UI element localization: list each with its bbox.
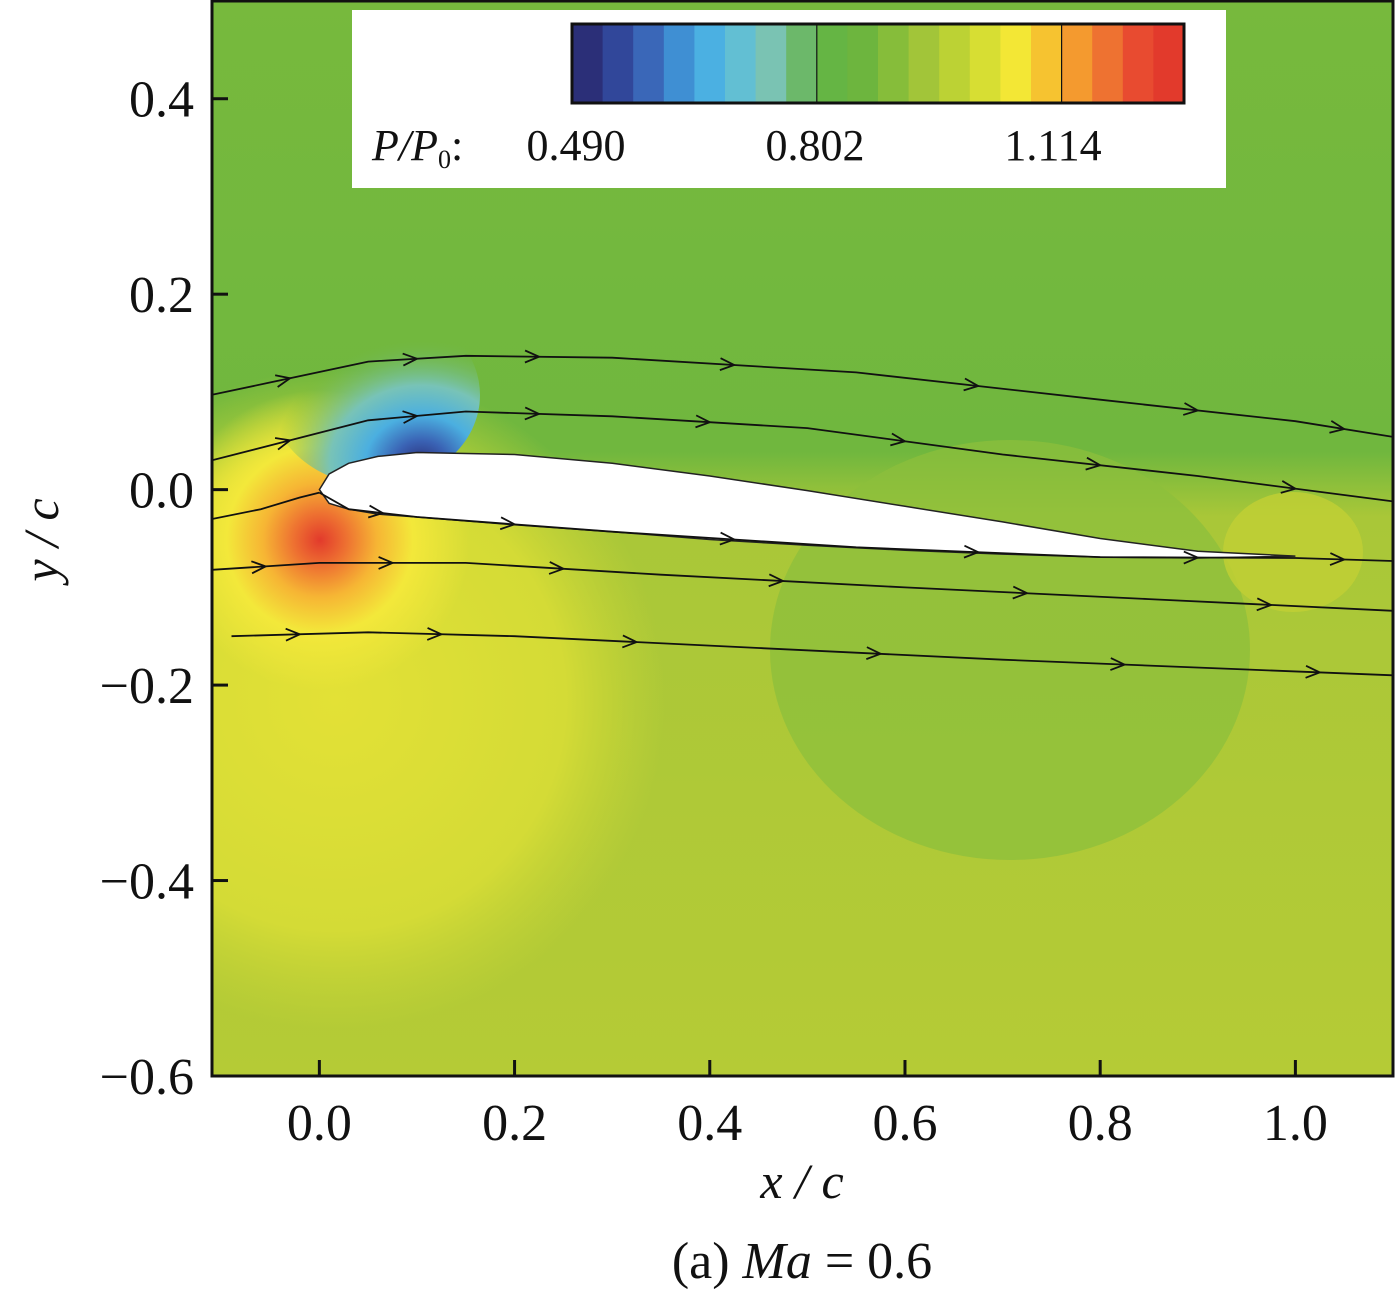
x-axis-label: x / c: [759, 1153, 843, 1209]
colorbar-tick-mid: 0.802: [766, 121, 865, 170]
streamline-arrow: [768, 573, 786, 588]
streamline-arrow: [274, 374, 293, 388]
trailing-edge-zone: [1223, 492, 1363, 612]
colorbar-band: [633, 24, 665, 103]
streamline-5: [212, 562, 1393, 612]
x-tick-label: 1.0: [1263, 1095, 1328, 1152]
colorbar-band: [878, 24, 910, 103]
streamline-arrow: [866, 646, 883, 660]
x-tick-label: 0.2: [482, 1095, 547, 1152]
colorbar-band: [786, 24, 818, 103]
streamline-arrow: [963, 377, 981, 392]
streamline-arrow: [367, 504, 386, 519]
streamline-arrow: [402, 352, 420, 367]
streamline-arrow: [548, 561, 566, 575]
colorbar-band: [1031, 24, 1063, 103]
streamline-arrow: [890, 432, 908, 447]
streamline-arrow: [524, 349, 542, 364]
x-axis-ticks: 0.0 0.2 0.4 0.6 0.8 1.0: [287, 1060, 1328, 1152]
streamline-arrow: [378, 556, 395, 570]
colorbar-title-main: P/P: [371, 121, 438, 170]
streamline-arrow: [1085, 456, 1103, 471]
colorbar-band: [755, 24, 787, 103]
streamline-arrow: [1329, 552, 1347, 566]
y-tick-label: 0.4: [129, 72, 194, 129]
streamline-arrow: [524, 406, 542, 421]
colorbar-band: [725, 24, 757, 103]
streamline-arrow: [695, 414, 713, 429]
colorbar-tick-min: 0.490: [527, 121, 626, 170]
y-tick-label: −0.2: [100, 658, 194, 715]
streamline-arrow: [719, 357, 737, 372]
colorbar-band: [1061, 24, 1093, 103]
streamline-arrow: [622, 634, 639, 649]
colorbar-band: [1092, 24, 1124, 103]
x-tick-label: 0.4: [677, 1095, 742, 1152]
colorbar-band: [939, 24, 971, 103]
colorbar-legend: P/P0: 0.490 0.802 1.114: [352, 10, 1226, 188]
caption-mach-value: = 0.6: [812, 1233, 932, 1290]
caption-mach-symbol: Ma: [742, 1233, 812, 1290]
suction-peak-zone: [270, 305, 480, 485]
colorbar-band: [572, 24, 604, 103]
streamline-arrow: [1183, 550, 1201, 565]
streamline-arrow: [1182, 402, 1201, 416]
streamline-arrow: [963, 544, 981, 559]
colorbar-band: [908, 24, 940, 103]
streamline-arrow: [426, 627, 444, 641]
streamline-3: [212, 491, 320, 520]
x-tick-label: 0.0: [287, 1095, 352, 1152]
colorbar-tick-max: 1.114: [1004, 121, 1101, 170]
streamline-arrow: [1329, 420, 1347, 434]
streamline-arrow: [1012, 585, 1030, 600]
x-tick-label: 0.6: [872, 1095, 937, 1152]
colorbar-band: [847, 24, 879, 103]
streamline-arrow: [1256, 597, 1274, 612]
colorbar-band: [694, 24, 726, 103]
x-tick-label: 0.8: [1068, 1095, 1133, 1152]
caption-prefix: (a): [672, 1233, 743, 1290]
streamline-arrow: [1110, 657, 1127, 671]
colorbar-band: [1153, 24, 1185, 103]
colorbar-band: [816, 24, 848, 103]
streamline-6: [231, 631, 1393, 677]
colorbar-gradient: [571, 24, 1185, 103]
streamline-arrow: [285, 627, 303, 642]
y-tick-label: −0.4: [100, 854, 194, 911]
colorbar-band: [1000, 24, 1032, 103]
streamline-arrow: [1280, 480, 1298, 494]
streamline-arrow: [499, 516, 517, 531]
streamline-arrow: [1305, 665, 1323, 679]
y-tick-label: −0.6: [100, 1049, 194, 1106]
streamline-arrow: [251, 560, 268, 575]
streamlines: [212, 349, 1393, 679]
colorbar-title: P/P0:: [371, 121, 463, 174]
figure-caption: (a) Ma = 0.6: [672, 1233, 932, 1290]
streamline-arrow: [402, 410, 420, 424]
colorbar-band: [969, 24, 1001, 103]
colorbar-band: [1122, 24, 1154, 103]
y-tick-label: 0.2: [129, 267, 194, 324]
y-axis-label: y / c: [13, 498, 69, 586]
colorbar-band: [663, 24, 695, 103]
colorbar-title-colon: :: [451, 121, 463, 170]
y-tick-label: 0.0: [129, 463, 194, 520]
y-axis-ticks: 0.4 0.2 0.0 −0.2 −0.4 −0.6: [100, 72, 228, 1106]
colorbar-frame: [570, 22, 1186, 105]
colorbar-title-subscript: 0: [438, 145, 451, 174]
streamline-arrow: [274, 437, 293, 451]
colorbar-band: [602, 24, 634, 103]
streamline-arrow: [719, 531, 737, 546]
plot-frame: [210, 0, 1395, 1078]
